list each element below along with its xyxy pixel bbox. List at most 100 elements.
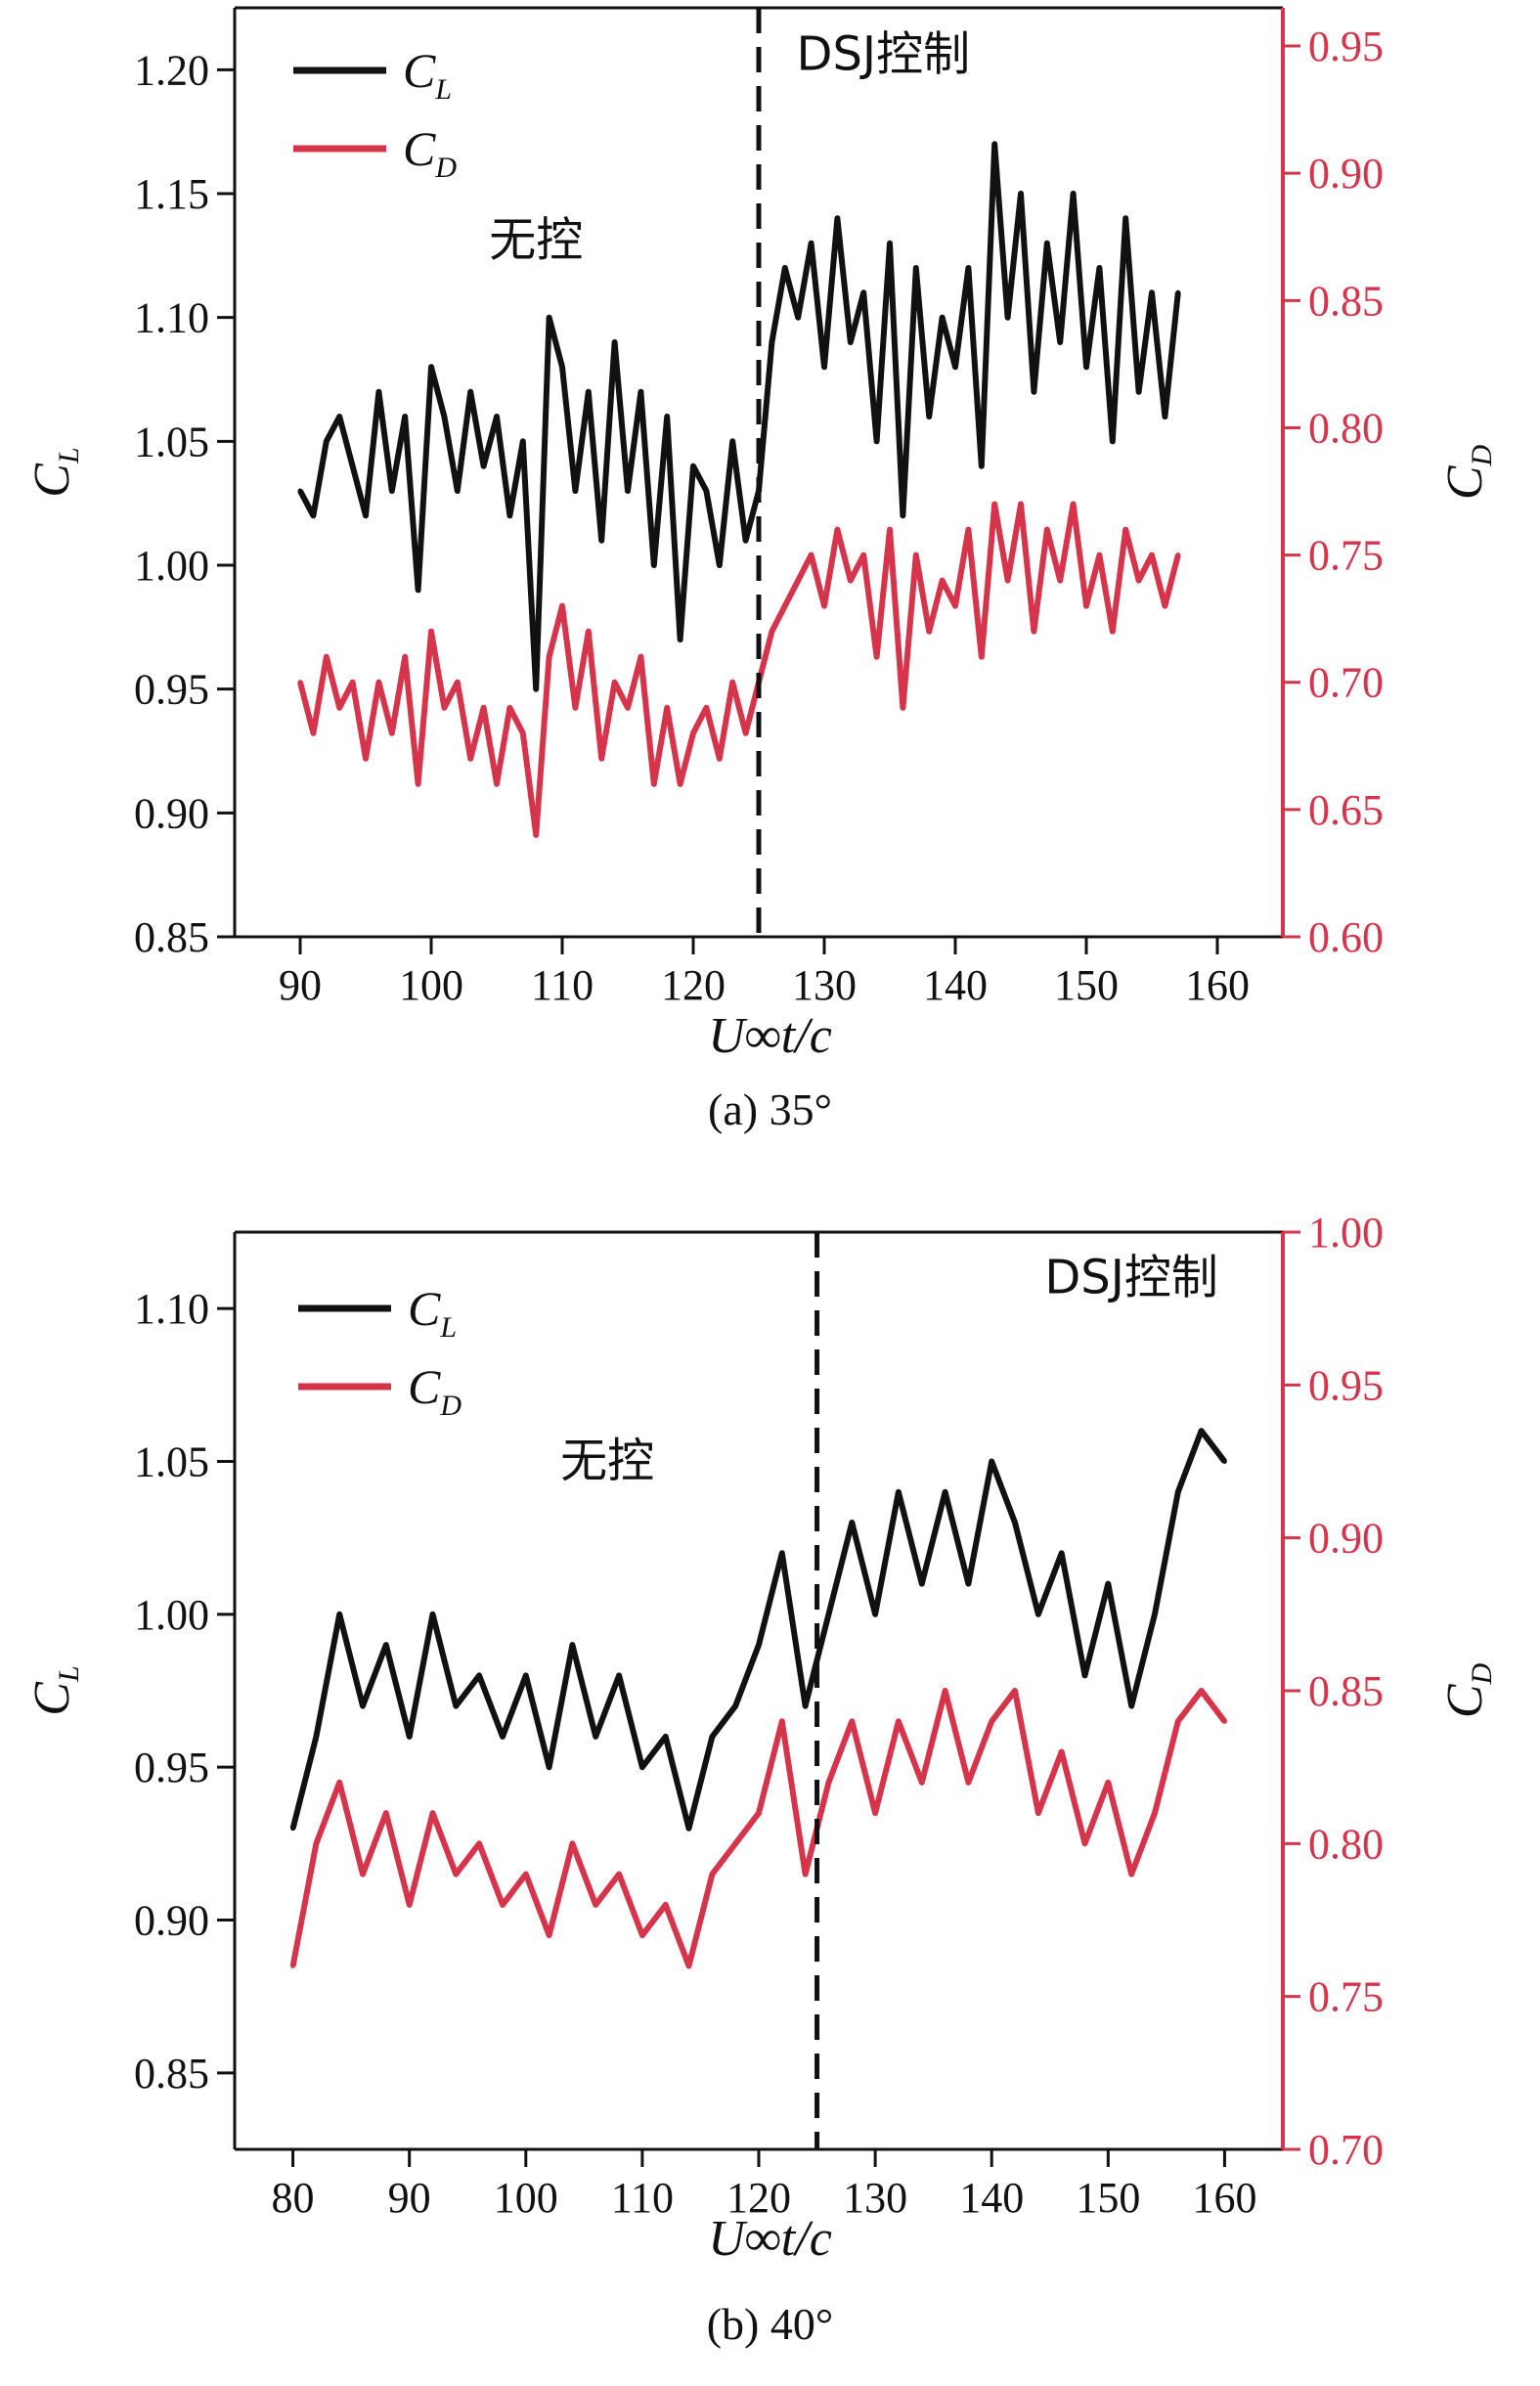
data-point-c-l (782, 265, 788, 271)
data-point-c-l (1105, 1581, 1111, 1587)
data-point-c-l (402, 414, 408, 420)
data-point-c-d (943, 1688, 948, 1694)
x-tick-label: 100 (399, 961, 463, 1009)
data-point-c-l (1044, 241, 1050, 246)
data-point-c-l (324, 438, 330, 444)
data-point-c-l (1199, 1428, 1205, 1434)
data-point-c-l (1057, 339, 1063, 345)
data-point-c-d (1059, 1749, 1065, 1754)
chart-b-xlabel: U∞t/c (708, 2211, 832, 2267)
data-point-c-l (991, 141, 997, 147)
legend-label: CD (408, 1359, 462, 1422)
data-point-c-d (360, 1872, 366, 1878)
data-point-c-l (336, 414, 342, 420)
x-tick-label: 160 (1192, 2174, 1256, 2222)
x-tick-label: 130 (843, 2174, 907, 2222)
data-point-c-l (849, 1520, 855, 1525)
data-point-c-d (664, 705, 670, 711)
data-point-c-l (860, 289, 866, 295)
data-point-c-l (989, 1459, 994, 1464)
data-point-c-l (586, 389, 592, 395)
data-point-c-l (547, 1764, 552, 1770)
right-y-tick-label: 0.70 (1308, 2126, 1384, 2174)
left-y-tick-label: 0.95 (134, 1744, 209, 1791)
data-point-c-d (593, 1902, 598, 1908)
right-y-axis-title: CD (1437, 444, 1498, 500)
data-point-c-l (500, 1734, 506, 1740)
data-point-c-l (1175, 289, 1181, 295)
legend-label-sub: L (434, 73, 452, 106)
left-y-tick-label: 0.85 (134, 2050, 209, 2098)
data-point-c-l (547, 315, 552, 321)
right-y-tick-label: 0.60 (1308, 913, 1384, 961)
data-point-c-l (494, 414, 500, 420)
left-y-tick-label: 1.05 (134, 418, 209, 465)
data-point-c-d (1175, 552, 1181, 558)
data-point-c-l (1005, 315, 1011, 321)
data-point-c-d (494, 781, 500, 787)
data-point-c-l (1136, 389, 1142, 395)
right-y-tick-label: 0.90 (1308, 1515, 1384, 1563)
data-point-c-d (1031, 629, 1036, 635)
data-point-c-d (1105, 1780, 1111, 1786)
data-point-c-d (1005, 578, 1011, 584)
legend-label-sub: D (434, 152, 457, 184)
data-point-c-d (979, 654, 985, 660)
data-point-c-d (703, 705, 709, 711)
data-point-c-d (1221, 1718, 1227, 1724)
data-point-c-l (1071, 191, 1077, 197)
data-point-c-l (1162, 414, 1167, 420)
data-point-c-d (678, 781, 683, 787)
chart-annotation: DSJ控制 (797, 26, 971, 81)
right-y-axis-title: CD (1437, 1662, 1498, 1718)
data-point-c-l (1096, 265, 1102, 271)
data-point-c-l (639, 1764, 645, 1770)
data-point-c-l (887, 241, 893, 246)
data-point-c-l (756, 1642, 762, 1648)
data-point-c-d (612, 680, 618, 685)
data-point-c-d (453, 1872, 459, 1878)
data-point-c-l (795, 315, 801, 321)
data-point-c-l (1122, 215, 1128, 221)
left-y-tick-label: 1.20 (134, 46, 209, 94)
data-point-c-l (678, 637, 683, 642)
data-point-c-d (324, 654, 330, 660)
left-y-tick-label: 1.00 (134, 1591, 209, 1639)
x-tick-label: 90 (388, 2174, 431, 2222)
data-point-c-d (872, 1810, 878, 1816)
chart-annotation: 无控 (489, 212, 583, 267)
data-point-c-d (476, 1840, 482, 1846)
data-point-c-l (896, 1489, 902, 1495)
data-point-c-l (769, 339, 774, 345)
data-point-c-l (481, 464, 487, 469)
data-point-c-d (416, 781, 421, 787)
data-point-c-d (523, 1872, 529, 1878)
data-point-c-d (430, 1810, 435, 1816)
data-point-c-l (1083, 364, 1089, 370)
data-point-c-d (1071, 502, 1077, 507)
right-y-tick-label: 0.75 (1308, 532, 1384, 580)
x-tick-label: 110 (611, 2174, 674, 2222)
data-point-c-d (481, 705, 487, 711)
series-line-c-d (297, 501, 1181, 838)
data-point-c-l (663, 1734, 669, 1740)
data-point-c-d (1122, 527, 1128, 533)
legend-label-sub: D (439, 1390, 462, 1422)
left-y-tick-label: 1.15 (134, 170, 209, 218)
chart-a-xlabel: U∞t/c (708, 1008, 832, 1064)
data-point-c-l (520, 438, 526, 444)
x-tick-label: 100 (494, 2174, 558, 2222)
x-tick-label: 150 (1076, 2174, 1140, 2222)
data-point-c-d (441, 705, 447, 711)
data-point-c-d (500, 1902, 506, 1908)
data-point-c-d (913, 552, 919, 558)
data-point-c-d (874, 654, 880, 660)
data-point-c-l (290, 1826, 296, 1832)
data-point-c-d (572, 705, 578, 711)
data-point-c-d (989, 1718, 994, 1724)
data-point-c-l (834, 215, 840, 221)
data-point-c-l (598, 538, 604, 544)
data-point-c-l (506, 512, 512, 518)
data-point-c-d (467, 756, 473, 762)
data-point-c-l (872, 1612, 878, 1617)
